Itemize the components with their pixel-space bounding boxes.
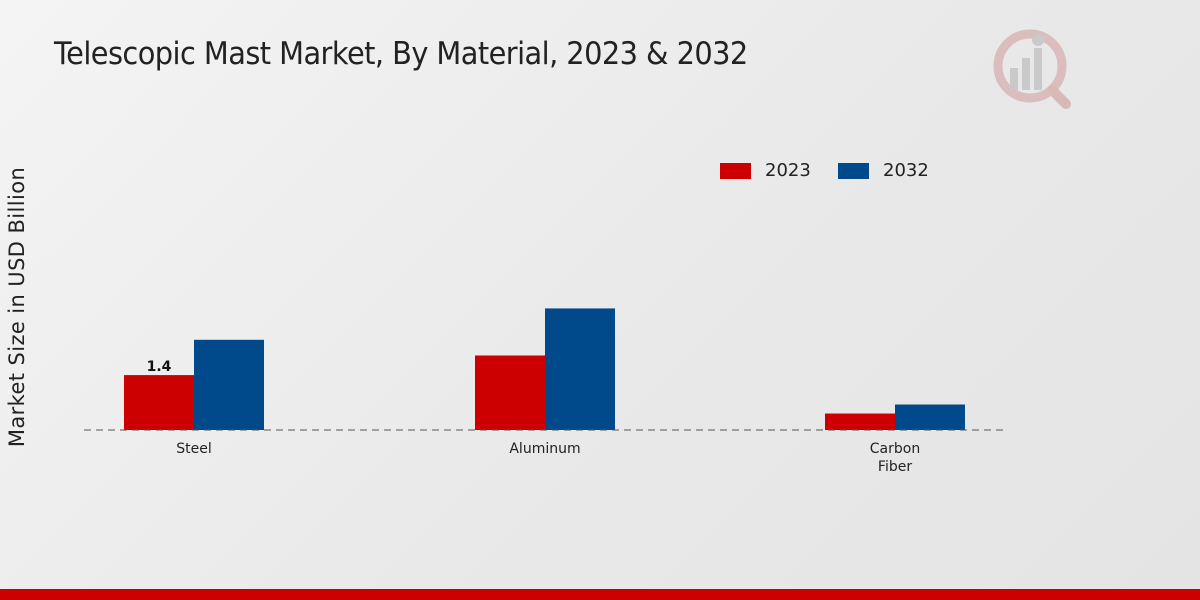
legend-item-2023: 2023 [720,160,811,181]
data-label: 1.4 [147,359,172,375]
legend-swatch-2023 [720,162,751,179]
bar-2032-aluminum [545,308,615,430]
x-tick-label: Aluminum [509,441,580,457]
chart-title: Telescopic Mast Market, By Material, 202… [54,36,748,72]
brand-logo-icon [993,29,1071,109]
bar-2023-carbon-fiber [825,413,895,430]
bar-2032-carbon-fiber [895,404,965,430]
bar-2023-aluminum [475,355,545,430]
legend-swatch-2032 [838,162,869,179]
bar-2023-steel [124,375,194,430]
legend-item-2032: 2032 [838,160,929,181]
x-tick-label: Steel [176,441,212,457]
legend-label-2023: 2023 [765,160,811,181]
footer-bar [0,589,1200,600]
bar-2032-steel [194,339,264,430]
legend-label-2032: 2032 [883,160,929,181]
x-tick-label: Carbon Fiber [870,441,920,475]
